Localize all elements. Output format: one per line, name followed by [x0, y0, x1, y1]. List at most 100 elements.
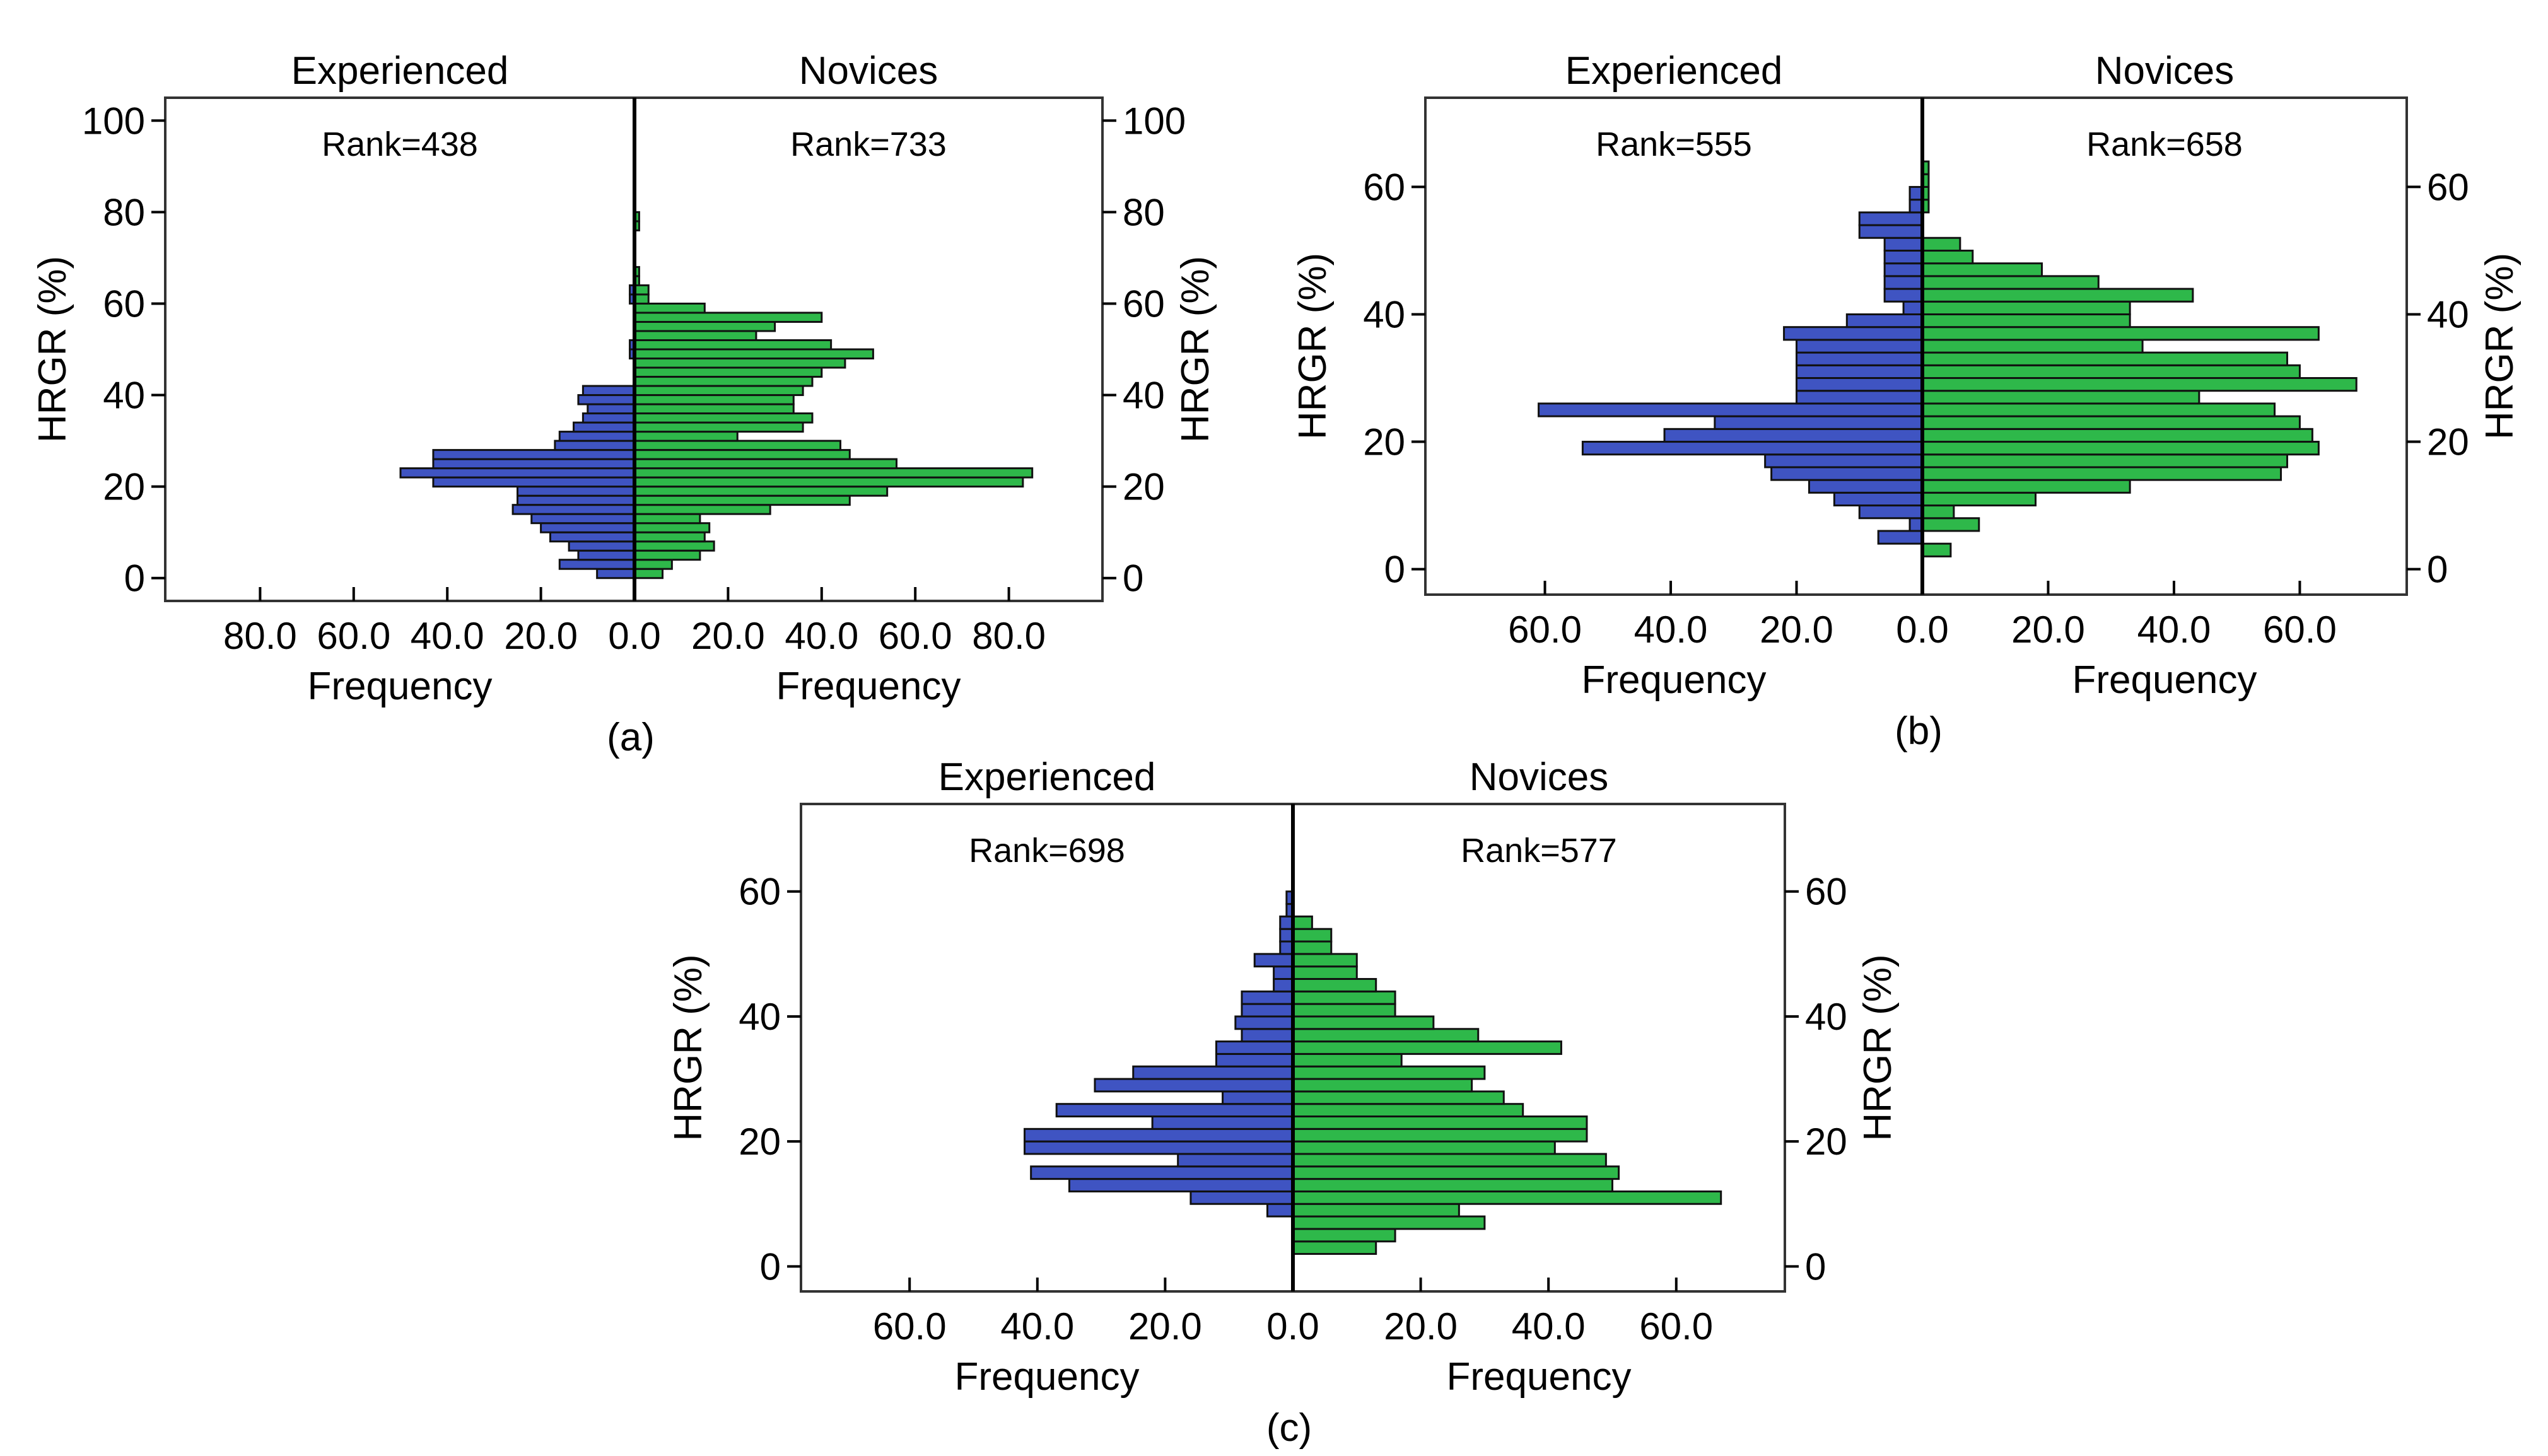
novices-bars [633, 211, 1034, 579]
experienced-bar [1215, 1052, 1294, 1068]
novices-bar [1921, 466, 2282, 481]
x-tick-label: 60.0 [1639, 1305, 1713, 1348]
x-tick-label: 60.0 [1508, 609, 1582, 651]
novices-bar [1921, 453, 2288, 469]
y-tick-label-left: 40 [1363, 293, 1405, 335]
novices-title: Novices [2095, 49, 2235, 93]
x-tick-label: 20.0 [1384, 1305, 1458, 1348]
experienced-bar [1883, 262, 1924, 277]
novices-bar [633, 284, 650, 296]
experienced-bar [432, 458, 636, 470]
novices-bar [1921, 428, 2313, 443]
novices-bar [1921, 504, 1955, 520]
y-tick-label-right: 40 [2427, 293, 2469, 335]
experienced-bar [1833, 491, 1924, 507]
novices-bar [1292, 1178, 1613, 1192]
experienced-bar [1796, 364, 1924, 380]
plot-frame [1424, 96, 2408, 596]
novices-bar [633, 376, 814, 387]
experienced-bar [1796, 351, 1924, 366]
x-tick-label: 60.0 [2263, 609, 2337, 651]
experienced-rank: Rank=698 [969, 832, 1125, 870]
x-tick-label: 40.0 [411, 615, 484, 657]
experienced-bar [1796, 339, 1924, 354]
experienced-bar [1132, 1065, 1294, 1080]
experienced-bar [1273, 965, 1294, 980]
experienced-bar [1241, 1003, 1294, 1018]
experienced-bar [530, 513, 636, 525]
experienced-bar [1783, 326, 1924, 341]
novices-bar [1292, 1190, 1722, 1205]
experienced-bar [581, 412, 636, 424]
y-tick-label-right: 60 [1805, 871, 1847, 913]
y-tick-label-right: 40 [1123, 375, 1165, 417]
novices-bar [1921, 390, 2200, 405]
experienced-bars [1538, 185, 1924, 545]
experienced-title: Experienced [291, 49, 509, 93]
y-tick-label-left: 60 [1363, 166, 1405, 208]
experienced-bar [1858, 504, 1924, 520]
novices-bar [633, 486, 889, 497]
tick-marks: 80.0 60.0 40.0 20.0 0.0 20.0 40.0 60.0 80.0 0 0 20 2… [82, 100, 1186, 657]
tick-marks: 60.0 40.0 20.0 0.0 20.0 40.0 60.0 0 0 20 20 40 40 60 6… [739, 871, 1847, 1348]
novices-bar [1921, 517, 1980, 532]
novices-bar [633, 366, 823, 378]
novices-bar [633, 320, 776, 332]
experienced-bar [540, 522, 636, 533]
experienced-bar [1714, 415, 1924, 430]
experienced-bar [581, 385, 636, 397]
novices-bar [1921, 288, 2194, 303]
novices-bar [633, 412, 814, 424]
y-tick-label-right: 100 [1123, 100, 1186, 142]
novices-bar [633, 358, 846, 369]
novices-bar [1921, 441, 2320, 456]
y-tick-label-right: 20 [1123, 466, 1165, 508]
novices-bar [633, 540, 715, 552]
experienced-bar [573, 421, 636, 433]
novices-bars [1921, 160, 2358, 557]
experienced-bar [554, 440, 636, 451]
experienced-bar [577, 549, 636, 561]
experienced-bar [1030, 1165, 1294, 1180]
y-tick-label-left: 100 [82, 100, 145, 142]
novices-bar [1292, 1052, 1403, 1068]
experienced-bar [1253, 953, 1294, 968]
experienced-rank: Rank=438 [322, 125, 478, 163]
novices-bar [1921, 351, 2288, 366]
novices-bar [633, 513, 701, 525]
right-x-axis-title: Frequency [776, 665, 961, 708]
novices-bar [633, 476, 1024, 488]
novices-bar [1292, 990, 1396, 1005]
experienced-title: Experienced [1565, 49, 1783, 93]
experienced-bar [1215, 1040, 1294, 1055]
experienced-bar [1266, 1203, 1294, 1218]
experienced-bar [568, 540, 636, 552]
x-tick-label: 80.0 [972, 615, 1046, 657]
novices-bar [1292, 1240, 1377, 1255]
novices-bar [633, 293, 650, 305]
novices-bar [1921, 364, 2301, 380]
experienced-bar [1241, 990, 1294, 1005]
novices-bar [1292, 1153, 1607, 1168]
novices-bar [633, 421, 804, 433]
right-y-axis-title: HRGR (%) [2478, 253, 2522, 440]
x-tick-label: 40.0 [1634, 609, 1708, 651]
experienced-bar [511, 504, 636, 515]
y-tick-label-left: 0 [1384, 549, 1405, 591]
experienced-bar [1883, 249, 1924, 265]
novices-bar [1292, 928, 1333, 943]
experienced-bar [1024, 1140, 1294, 1155]
y-tick-label-left: 20 [739, 1121, 781, 1163]
experienced-bar [1241, 1028, 1294, 1043]
tick-marks: 60.0 40.0 20.0 0.0 20.0 40.0 60.0 0 0 20 20 40 40 60 6… [1363, 166, 2469, 651]
experienced-bar [517, 486, 636, 497]
novices-bar [633, 440, 841, 451]
novices-bar [633, 458, 898, 470]
novices-bars [1292, 915, 1722, 1255]
experienced-bar [1234, 1015, 1294, 1030]
novices-bar [1292, 1115, 1588, 1130]
left-y-axis-title: HRGR (%) [31, 256, 74, 443]
panel-a: 80.0 60.0 40.0 20.0 0.0 20.0 40.0 60.0 80.0 0 0 20 2… [31, 49, 1217, 759]
novices-bar [633, 504, 771, 515]
experienced-bars [1024, 890, 1294, 1218]
